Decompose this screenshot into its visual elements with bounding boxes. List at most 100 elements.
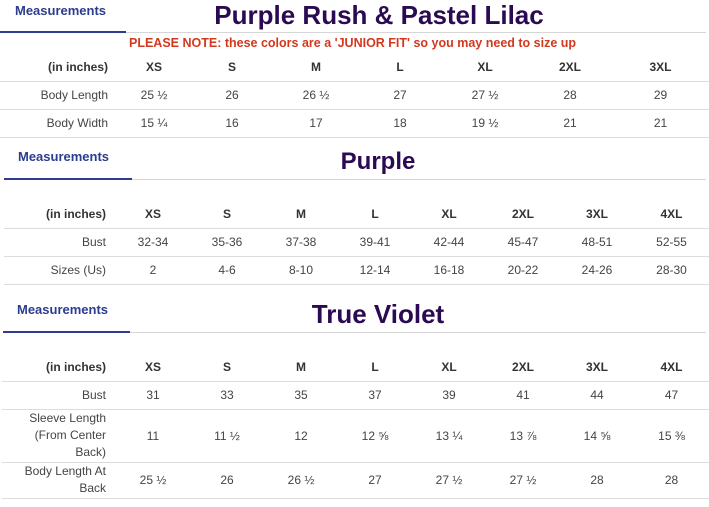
cell: 27 ½ (412, 462, 486, 499)
cell: 13 ⅞ (486, 409, 560, 463)
cell: 18 (358, 109, 442, 138)
unit-label: (in inches) (4, 200, 116, 229)
tab-underline (4, 178, 132, 180)
cell: 48-51 (560, 228, 634, 257)
cell: 41 (486, 381, 560, 410)
section-title: Purple (340, 148, 416, 175)
cell: 35 (264, 381, 338, 410)
cell: 21 (528, 109, 612, 138)
row-label: Body Length At Back (2, 462, 116, 499)
cell: 42-44 (412, 228, 486, 257)
size-header-row: (in inches) XS S M L XL 2XL 3XL 4XL (4, 200, 709, 229)
cell: 35-36 (190, 228, 264, 257)
measurements-tab: Measurements (15, 3, 107, 18)
cell: 25 ½ (116, 462, 190, 499)
table-row: Body Length 25 ½ 26 26 ½ 27 27 ½ 28 29 (0, 81, 709, 110)
cell: 12 (264, 409, 338, 463)
cell: 28 (560, 462, 634, 499)
cell: 47 (634, 381, 709, 410)
cell: 37-38 (264, 228, 338, 257)
cell: 27 ½ (442, 81, 528, 110)
cell: 12-14 (338, 256, 412, 285)
unit-label: (in inches) (2, 353, 116, 382)
header-divider (126, 32, 706, 33)
cell: 19 ½ (442, 109, 528, 138)
size-chart-purple-rush-pastel-lilac: Measurements Purple Rush & Pastel Lilac … (0, 0, 709, 140)
cell: 26 (190, 462, 264, 499)
size-xs: XS (116, 353, 190, 382)
cell: 13 ¼ (412, 409, 486, 463)
cell: 45-47 (486, 228, 560, 257)
row-label: Bust (4, 228, 116, 257)
size-chart-purple: Measurements Purple (in inches) XS S M L… (0, 140, 709, 288)
size-3xl: 3XL (560, 200, 634, 229)
size-2xl: 2XL (486, 200, 560, 229)
cell: 29 (612, 81, 709, 110)
size-xl: XL (412, 353, 486, 382)
table-row: Sleeve Length (From Center Back) 11 11 ½… (2, 409, 709, 463)
cell: 39-41 (338, 228, 412, 257)
size-table: (in inches) XS S M L XL 2XL 3XL 4XL Bust… (2, 353, 709, 499)
cell: 15 ¼ (118, 109, 190, 138)
size-l: L (358, 54, 442, 82)
cell: 8-10 (264, 256, 338, 285)
cell: 27 (358, 81, 442, 110)
cell: 2 (116, 256, 190, 285)
size-table: (in inches) XS S M L XL 2XL 3XL Body Len… (0, 54, 709, 138)
size-table: (in inches) XS S M L XL 2XL 3XL 4XL Bust… (4, 200, 709, 285)
measurements-tab: Measurements (17, 302, 109, 317)
cell: 24-26 (560, 256, 634, 285)
size-3xl: 3XL (560, 353, 634, 382)
header-divider (132, 179, 706, 180)
size-m: M (264, 200, 338, 229)
size-l: L (338, 353, 412, 382)
header-divider (130, 332, 706, 333)
size-xs: XS (118, 54, 190, 82)
table-row: Body Length At Back 25 ½ 26 26 ½ 27 27 ½… (2, 462, 709, 499)
cell: 21 (612, 109, 709, 138)
cell: 26 (190, 81, 274, 110)
table-row: Body Width 15 ¼ 16 17 18 19 ½ 21 21 (0, 109, 709, 138)
size-m: M (274, 54, 358, 82)
cell: 44 (560, 381, 634, 410)
section-title: Purple Rush & Pastel Lilac (214, 0, 544, 30)
size-header-row: (in inches) XS S M L XL 2XL 3XL (0, 54, 709, 82)
size-s: S (190, 353, 264, 382)
size-3xl: 3XL (612, 54, 709, 82)
cell: 26 ½ (274, 81, 358, 110)
section-title: True Violet (311, 299, 445, 329)
cell: 17 (274, 109, 358, 138)
unit-label: (in inches) (0, 54, 118, 82)
cell: 37 (338, 381, 412, 410)
size-s: S (190, 54, 274, 82)
cell: 16 (190, 109, 274, 138)
cell: 32-34 (116, 228, 190, 257)
cell: 25 ½ (118, 81, 190, 110)
size-m: M (264, 353, 338, 382)
cell: 28-30 (634, 256, 709, 285)
row-label: Body Length (0, 81, 118, 110)
cell: 4-6 (190, 256, 264, 285)
cell: 26 ½ (264, 462, 338, 499)
row-label: Sleeve Length (From Center Back) (2, 409, 116, 463)
cell: 28 (634, 462, 709, 499)
cell: 11 ½ (190, 409, 264, 463)
tab-underline (0, 31, 126, 33)
cell: 33 (190, 381, 264, 410)
cell: 20-22 (486, 256, 560, 285)
cell: 11 (116, 409, 190, 463)
size-xl: XL (442, 54, 528, 82)
cell: 52-55 (634, 228, 709, 257)
size-xl: XL (412, 200, 486, 229)
cell: 16-18 (412, 256, 486, 285)
size-2xl: 2XL (486, 353, 560, 382)
size-l: L (338, 200, 412, 229)
cell: 27 (338, 462, 412, 499)
size-4xl: 4XL (634, 200, 709, 229)
cell: 12 ⅝ (338, 409, 412, 463)
cell: 14 ⅝ (560, 409, 634, 463)
size-s: S (190, 200, 264, 229)
row-label: Bust (2, 381, 116, 410)
cell: 15 ⅜ (634, 409, 709, 463)
table-row: Bust 32-34 35-36 37-38 39-41 42-44 45-47… (4, 228, 709, 257)
